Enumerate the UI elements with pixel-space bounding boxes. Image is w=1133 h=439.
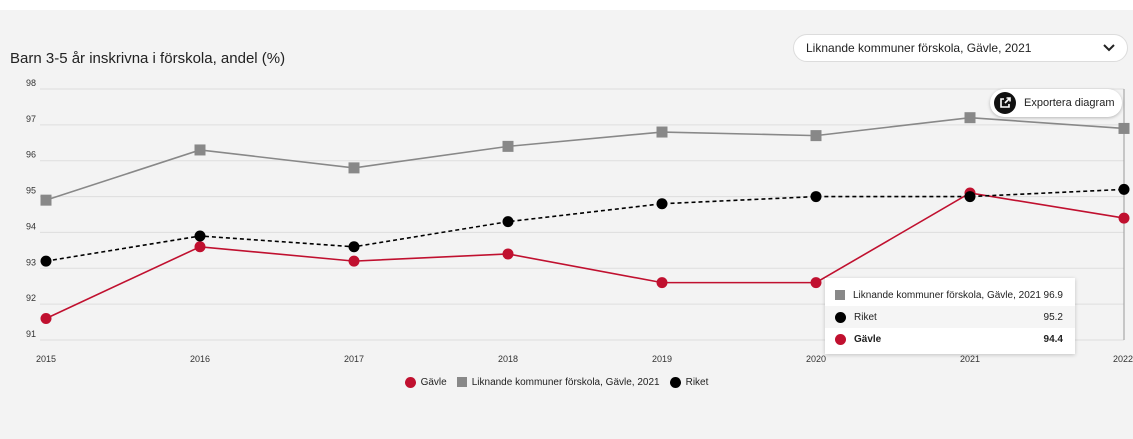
x-tick-label: 2019 — [652, 354, 672, 364]
tooltip-value: 96.9 — [1043, 289, 1063, 301]
x-tick-label: 2018 — [498, 354, 518, 364]
data-point — [502, 140, 514, 152]
x-tick-label: 2015 — [36, 354, 56, 364]
legend-marker-gavle — [404, 376, 416, 388]
y-tick-label: 92 — [26, 293, 36, 303]
legend-item-gavle[interactable]: Gävle — [404, 376, 447, 388]
data-point — [194, 144, 206, 156]
chart-legend: Gävle Liknande kommuner förskola, Gävle,… — [0, 374, 1133, 390]
comparison-dropdown[interactable]: Liknande kommuner förskola, Gävle, 2021 — [793, 34, 1128, 62]
data-point — [1118, 183, 1130, 195]
data-point — [502, 248, 514, 260]
data-point — [194, 230, 206, 242]
series-line — [45, 188, 1125, 262]
data-point — [40, 312, 52, 324]
x-tick-label: 2022 — [1113, 354, 1133, 364]
chart-tooltip: Liknande kommuner förskola, Gävle, 2021 … — [825, 278, 1075, 354]
data-point — [502, 216, 514, 228]
data-point — [348, 241, 360, 253]
data-point — [1118, 212, 1130, 224]
tooltip-row-riket: Riket 95.2 — [825, 306, 1075, 328]
legend-item-riket[interactable]: Riket — [669, 376, 709, 388]
x-tick-label: 2020 — [806, 354, 826, 364]
chevron-down-icon — [1103, 44, 1115, 52]
data-point — [1118, 122, 1130, 134]
tooltip-row-gavle: Gävle 94.4 — [825, 328, 1075, 350]
x-tick-label: 2016 — [190, 354, 210, 364]
data-point — [810, 277, 822, 289]
legend-label: Liknande kommuner förskola, Gävle, 2021 — [471, 376, 660, 388]
legend-label: Gävle — [420, 376, 447, 388]
dropdown-label: Liknande kommuner förskola, Gävle, 2021 — [806, 41, 1032, 55]
tooltip-value: 94.4 — [1043, 333, 1063, 345]
y-tick-label: 95 — [26, 186, 36, 196]
x-tick-label: 2017 — [344, 354, 364, 364]
data-point — [810, 130, 822, 142]
y-tick-label: 93 — [26, 257, 36, 267]
y-tick-label: 96 — [26, 150, 36, 160]
data-point — [40, 194, 52, 206]
legend-marker-riket — [669, 376, 681, 388]
tooltip-marker-riket — [835, 311, 846, 323]
data-point — [810, 191, 822, 203]
x-tick-label: 2021 — [960, 354, 980, 364]
legend-item-liknande[interactable]: Liknande kommuner förskola, Gävle, 2021 — [456, 376, 660, 388]
data-point — [348, 255, 360, 267]
export-chart-button[interactable]: Exportera diagram — [990, 89, 1122, 117]
tooltip-row-liknande: Liknande kommuner förskola, Gävle, 2021 … — [825, 284, 1075, 306]
tooltip-series-name: Riket — [854, 311, 877, 323]
data-point — [964, 112, 976, 124]
series-line — [45, 192, 1125, 320]
y-tick-label: 97 — [26, 114, 36, 124]
data-point — [40, 255, 52, 267]
y-tick-label: 98 — [26, 78, 36, 88]
data-point — [656, 126, 668, 138]
y-tick-label: 94 — [26, 221, 36, 231]
data-point — [656, 277, 668, 289]
data-point — [194, 241, 206, 253]
chart-panel — [0, 10, 1133, 439]
export-chart-label: Exportera diagram — [1024, 97, 1115, 109]
tooltip-value: 95.2 — [1043, 311, 1063, 323]
data-point — [656, 198, 668, 210]
tooltip-marker-liknande — [835, 290, 845, 300]
tooltip-marker-gavle — [835, 333, 846, 345]
tooltip-series-name: Gävle — [854, 333, 882, 345]
legend-label: Riket — [685, 376, 709, 388]
legend-marker-liknande — [456, 377, 467, 387]
data-point — [348, 162, 360, 174]
chart-title: Barn 3-5 år inskrivna i förskola, andel … — [10, 50, 286, 67]
series-line — [45, 116, 1125, 201]
data-point — [964, 191, 976, 203]
tooltip-series-name: Liknande kommuner förskola, Gävle, 2021 — [853, 289, 1041, 301]
y-tick-label: 91 — [26, 329, 36, 339]
external-link-icon — [994, 92, 1016, 114]
